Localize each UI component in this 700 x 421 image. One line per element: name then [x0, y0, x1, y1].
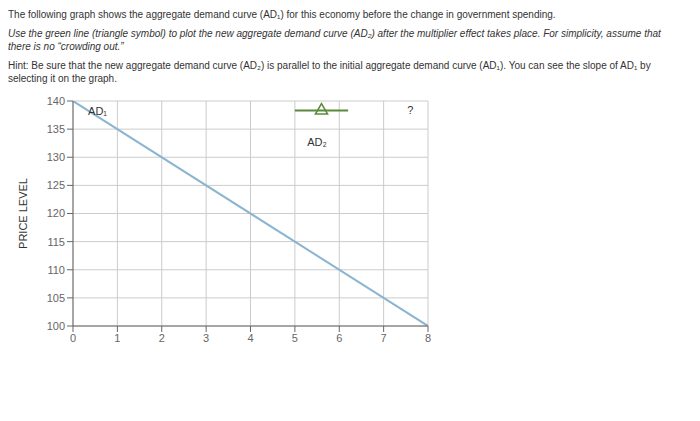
- svg-text:PRICE LEVEL: PRICE LEVEL: [17, 178, 29, 249]
- svg-text:0: 0: [70, 332, 76, 344]
- svg-text:8: 8: [425, 332, 431, 344]
- svg-text:140: 140: [47, 95, 65, 107]
- svg-text:115: 115: [47, 236, 65, 248]
- svg-text:105: 105: [47, 292, 65, 304]
- svg-text:100: 100: [47, 320, 65, 332]
- svg-text:2: 2: [159, 332, 165, 344]
- svg-text:7: 7: [381, 332, 387, 344]
- html-text:Use the green line (triangle s: Use the green line (triangle symbol) to …: [8, 28, 661, 52]
- svg-text:6: 6: [336, 332, 342, 344]
- svg-text:4: 4: [247, 332, 253, 344]
- svg-text:130: 130: [47, 151, 65, 163]
- svg-text:125: 125: [47, 179, 65, 191]
- svg-text:3: 3: [203, 332, 209, 344]
- svg-text:AD₂: AD₂: [307, 136, 327, 148]
- html-text:The following graph shows the: The following graph shows the aggregate …: [8, 9, 556, 20]
- svg-text:135: 135: [47, 123, 65, 135]
- svg-text:5: 5: [292, 332, 298, 344]
- html-text:Hint: Be sure that the new agg: Hint: Be sure that the new aggregate dem…: [8, 60, 651, 84]
- svg-text:120: 120: [47, 207, 65, 219]
- svg-text:1: 1: [114, 332, 120, 344]
- svg-text:AD₁: AD₁: [88, 105, 107, 117]
- svg-text:?: ?: [407, 104, 413, 116]
- svg-text:110: 110: [47, 264, 65, 276]
